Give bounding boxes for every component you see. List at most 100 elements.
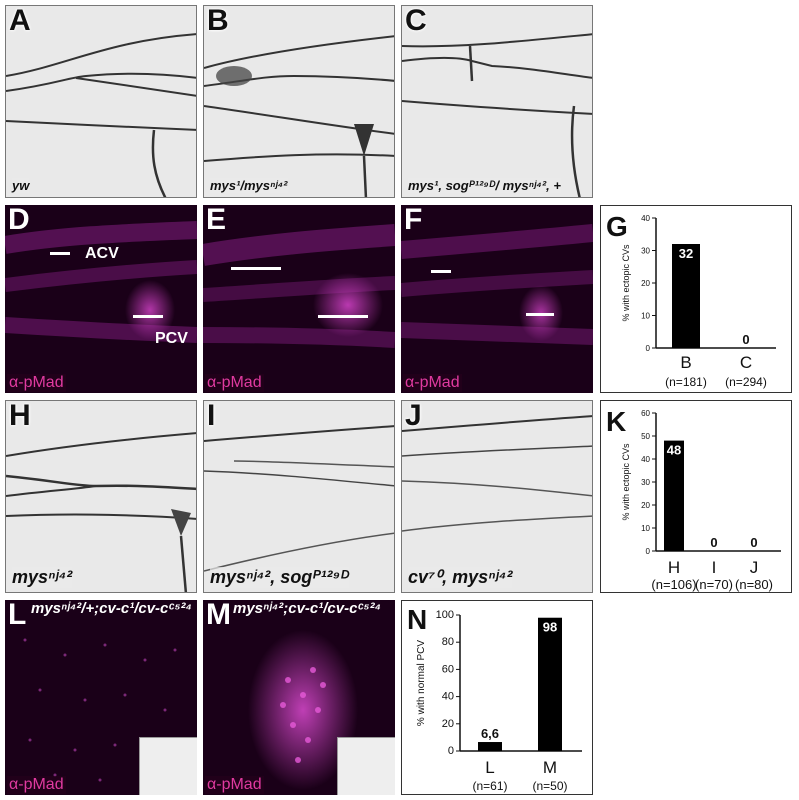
acv-marker xyxy=(431,270,451,273)
panel-letter: A xyxy=(9,5,31,37)
x-tick-label: M xyxy=(543,758,557,777)
y-tick-label: 10 xyxy=(641,312,650,321)
data-label: 98 xyxy=(543,620,557,635)
x-tick-label: B xyxy=(680,353,691,372)
wing-veins-a xyxy=(6,33,196,197)
wing-veins-i xyxy=(204,425,394,572)
wing-veins-h xyxy=(6,432,196,592)
n-label: (n=80) xyxy=(735,577,773,592)
stain-label: α-pMad xyxy=(7,374,66,392)
genotype-label: cv⁷⁰, mysⁿʲ⁴² xyxy=(408,567,513,588)
genotype-label: mysⁿʲ⁴²/+;cv-c¹/cv-cᶜ⁵²⁴ xyxy=(31,600,192,617)
bar-L xyxy=(478,742,502,751)
panel-k: K % with ectopic CVs 0 10 20 30 40 50 60 48 H (n=10… xyxy=(600,400,792,593)
panel-letter: G xyxy=(606,211,628,242)
bar-H xyxy=(664,440,684,551)
y-axis-label: % with ectopic CVs xyxy=(621,443,631,521)
y-tick-label: 20 xyxy=(442,718,454,730)
chart-n: N % with normal PCV 0 20 40 60 80 100 6,6 L (n=61)… xyxy=(407,604,582,793)
stain-label: α-pMad xyxy=(205,374,264,392)
panel-m: M mysⁿʲ⁴²;cv-c¹/cv-cᶜ⁵²⁴ α-pMad xyxy=(203,600,395,795)
n-label: (n=294) xyxy=(725,375,767,389)
y-tick-label: 20 xyxy=(641,501,650,510)
panel-letter: M xyxy=(206,600,231,631)
x-tick-label: H xyxy=(668,558,680,577)
y-tick-label: 0 xyxy=(646,344,651,353)
panel-letter: L xyxy=(8,600,27,631)
n-label: (n=106) xyxy=(651,577,696,592)
bar-B xyxy=(672,244,700,348)
genotype-label: yw xyxy=(12,178,30,193)
wing-veins-j xyxy=(402,415,592,532)
stain-label: α-pMad xyxy=(7,776,66,794)
pcv-marker xyxy=(318,315,368,318)
y-axis-label: % with normal PCV xyxy=(416,640,427,726)
pmad-stain-e xyxy=(203,224,395,348)
panel-i: I mysⁿʲ⁴², sogᴾ¹²⁹ᴰ xyxy=(203,400,395,593)
y-tick-label: 30 xyxy=(641,247,650,256)
wing-veins-b xyxy=(204,35,394,197)
panel-letter: I xyxy=(207,400,216,432)
genotype-label: mysⁿʲ⁴² xyxy=(12,567,73,588)
data-label: 32 xyxy=(679,246,693,261)
x-tick-label: C xyxy=(740,353,752,372)
acv-marker xyxy=(50,252,70,255)
panel-n: N % with normal PCV 0 20 40 60 80 100 6,6 L (n=61)… xyxy=(401,600,593,795)
data-label: 0 xyxy=(742,332,749,347)
panel-e: E α-pMad xyxy=(203,205,395,393)
panel-f: F α-pMad xyxy=(401,205,593,393)
y-tick-label: 10 xyxy=(641,524,650,533)
y-tick-label: 60 xyxy=(442,663,454,675)
panel-g: G % with ectopic CVs 0 10 20 30 40 32 B (n=181) 0 C… xyxy=(600,205,792,393)
y-tick-label: 40 xyxy=(641,214,650,223)
bar-M xyxy=(538,617,562,751)
genotype-label: mys¹/mysⁿʲ⁴² xyxy=(210,178,288,193)
y-tick-label: 30 xyxy=(641,478,650,487)
wing-inset xyxy=(139,737,197,795)
pmad-stain-m xyxy=(248,630,358,790)
panel-letter: H xyxy=(9,400,31,432)
wing-veins-c xyxy=(402,33,592,197)
panel-letter: D xyxy=(8,205,30,236)
panel-l: L mysⁿʲ⁴²/+;cv-c¹/cv-cᶜ⁵²⁴ α-pMad xyxy=(5,600,197,795)
panel-letter: F xyxy=(404,205,423,236)
genotype-label: mys¹, sogᴾ¹²⁹ᴰ/ mysⁿʲ⁴², + xyxy=(408,178,561,193)
x-tick-label: J xyxy=(750,558,759,577)
pmad-stain-l xyxy=(23,638,177,782)
panel-letter: C xyxy=(405,5,427,37)
x-tick-label: I xyxy=(712,558,717,577)
y-tick-label: 20 xyxy=(641,279,650,288)
panel-h: H mysⁿʲ⁴² xyxy=(5,400,197,593)
panel-letter: N xyxy=(407,604,427,635)
stain-label: α-pMad xyxy=(403,374,462,392)
panel-d: D ACV PCV α-pMad xyxy=(5,205,197,393)
data-label: 0 xyxy=(750,535,757,550)
n-label: (n=50) xyxy=(532,779,567,793)
panel-letter: K xyxy=(606,406,626,437)
wing-inset xyxy=(337,737,395,795)
y-tick-label: 0 xyxy=(448,745,454,757)
data-label: 0 xyxy=(710,535,717,550)
y-tick-label: 0 xyxy=(646,547,651,556)
genotype-label: mysⁿʲ⁴²;cv-c¹/cv-cᶜ⁵²⁴ xyxy=(233,600,382,617)
panel-letter: E xyxy=(206,205,227,236)
y-tick-label: 40 xyxy=(442,691,454,703)
chart-g: G % with ectopic CVs 0 10 20 30 40 32 B (n=181) 0 C… xyxy=(606,211,776,389)
y-axis-label: % with ectopic CVs xyxy=(621,244,631,322)
n-label: (n=181) xyxy=(665,375,707,389)
y-tick-label: 100 xyxy=(436,609,454,621)
y-tick-label: 60 xyxy=(641,409,650,418)
panel-c: C mys¹, sogᴾ¹²⁹ᴰ/ mysⁿʲ⁴², + xyxy=(401,5,593,198)
data-label: 6,6 xyxy=(481,726,499,741)
data-label: 48 xyxy=(667,443,681,458)
panel-a: A yw xyxy=(5,5,197,198)
panel-letter: J xyxy=(405,400,422,432)
y-tick-label: 50 xyxy=(641,432,650,441)
y-tick-label: 40 xyxy=(641,455,650,464)
y-tick-label: 80 xyxy=(442,636,454,648)
x-tick-label: L xyxy=(485,758,494,777)
chart-k: K % with ectopic CVs 0 10 20 30 40 50 60 48 H(n=10… xyxy=(606,406,781,592)
stain-label: α-pMad xyxy=(205,776,264,794)
acv-label: ACV xyxy=(85,245,119,262)
n-label: (n=70) xyxy=(695,577,733,592)
